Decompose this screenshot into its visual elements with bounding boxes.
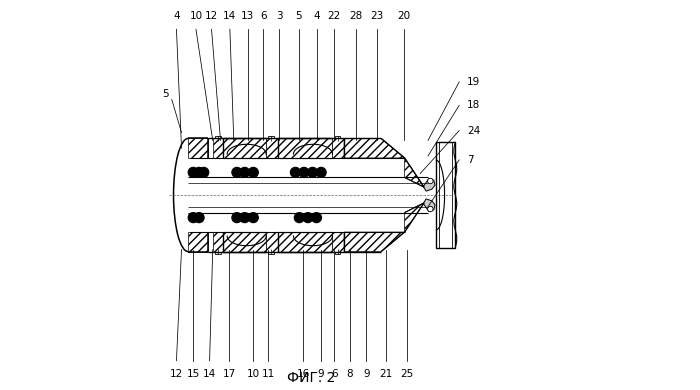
Polygon shape xyxy=(332,232,344,252)
Bar xyxy=(171,138,452,252)
Circle shape xyxy=(188,167,198,177)
Polygon shape xyxy=(223,232,266,252)
Polygon shape xyxy=(344,232,405,252)
Text: 21: 21 xyxy=(379,369,393,379)
Polygon shape xyxy=(344,138,405,158)
Text: 12: 12 xyxy=(170,369,183,379)
Bar xyxy=(269,136,274,141)
Text: 28: 28 xyxy=(349,11,363,21)
Text: 11: 11 xyxy=(262,369,274,379)
Circle shape xyxy=(299,167,309,177)
Circle shape xyxy=(248,213,258,223)
Text: 3: 3 xyxy=(276,11,282,21)
Text: 22: 22 xyxy=(327,11,340,21)
Circle shape xyxy=(307,167,318,177)
Polygon shape xyxy=(266,138,278,158)
Text: 9: 9 xyxy=(363,369,370,379)
Text: 18: 18 xyxy=(467,100,480,110)
Polygon shape xyxy=(213,232,223,252)
Text: 6: 6 xyxy=(260,11,267,21)
Circle shape xyxy=(188,213,198,223)
Text: 19: 19 xyxy=(467,77,480,87)
Polygon shape xyxy=(332,138,344,158)
Text: 14: 14 xyxy=(223,11,237,21)
Text: 5: 5 xyxy=(295,11,302,21)
Text: 5: 5 xyxy=(162,89,169,99)
Circle shape xyxy=(239,213,250,223)
Circle shape xyxy=(232,213,242,223)
Circle shape xyxy=(428,206,433,212)
Polygon shape xyxy=(424,199,435,211)
Text: 13: 13 xyxy=(241,11,254,21)
Circle shape xyxy=(199,167,209,177)
Polygon shape xyxy=(405,203,424,232)
Text: 12: 12 xyxy=(205,11,218,21)
Circle shape xyxy=(303,213,313,223)
Text: 4: 4 xyxy=(314,11,320,21)
Text: 9: 9 xyxy=(317,369,324,379)
Polygon shape xyxy=(424,179,435,191)
Text: 8: 8 xyxy=(346,369,354,379)
Polygon shape xyxy=(278,138,332,158)
Text: 6: 6 xyxy=(331,369,337,379)
Circle shape xyxy=(248,167,258,177)
Circle shape xyxy=(316,167,326,177)
Circle shape xyxy=(194,213,204,223)
Bar xyxy=(269,249,274,254)
Circle shape xyxy=(232,167,242,177)
Circle shape xyxy=(312,213,321,223)
Bar xyxy=(436,142,455,248)
Text: 4: 4 xyxy=(173,11,180,21)
Polygon shape xyxy=(188,138,208,158)
Bar xyxy=(216,136,221,141)
Text: 17: 17 xyxy=(223,369,236,379)
Text: 7: 7 xyxy=(467,155,474,165)
Text: 20: 20 xyxy=(398,11,410,21)
Circle shape xyxy=(428,178,433,184)
Polygon shape xyxy=(266,232,278,252)
Text: 24: 24 xyxy=(467,126,480,136)
Polygon shape xyxy=(223,138,266,158)
Text: 10: 10 xyxy=(246,369,260,379)
Text: 15: 15 xyxy=(187,369,199,379)
Bar xyxy=(335,249,340,254)
Circle shape xyxy=(194,167,204,177)
Circle shape xyxy=(294,213,304,223)
Bar xyxy=(216,249,221,254)
Circle shape xyxy=(239,167,250,177)
Polygon shape xyxy=(278,232,332,252)
Text: 14: 14 xyxy=(203,369,216,379)
Text: 23: 23 xyxy=(371,11,384,21)
Bar xyxy=(335,136,340,141)
Polygon shape xyxy=(188,232,208,252)
Text: 16: 16 xyxy=(297,369,310,379)
Circle shape xyxy=(290,167,300,177)
Text: 25: 25 xyxy=(400,369,413,379)
Polygon shape xyxy=(405,158,424,187)
Text: 10: 10 xyxy=(190,11,202,21)
Text: ФИГ. 2: ФИГ. 2 xyxy=(287,371,335,385)
Polygon shape xyxy=(213,138,223,158)
